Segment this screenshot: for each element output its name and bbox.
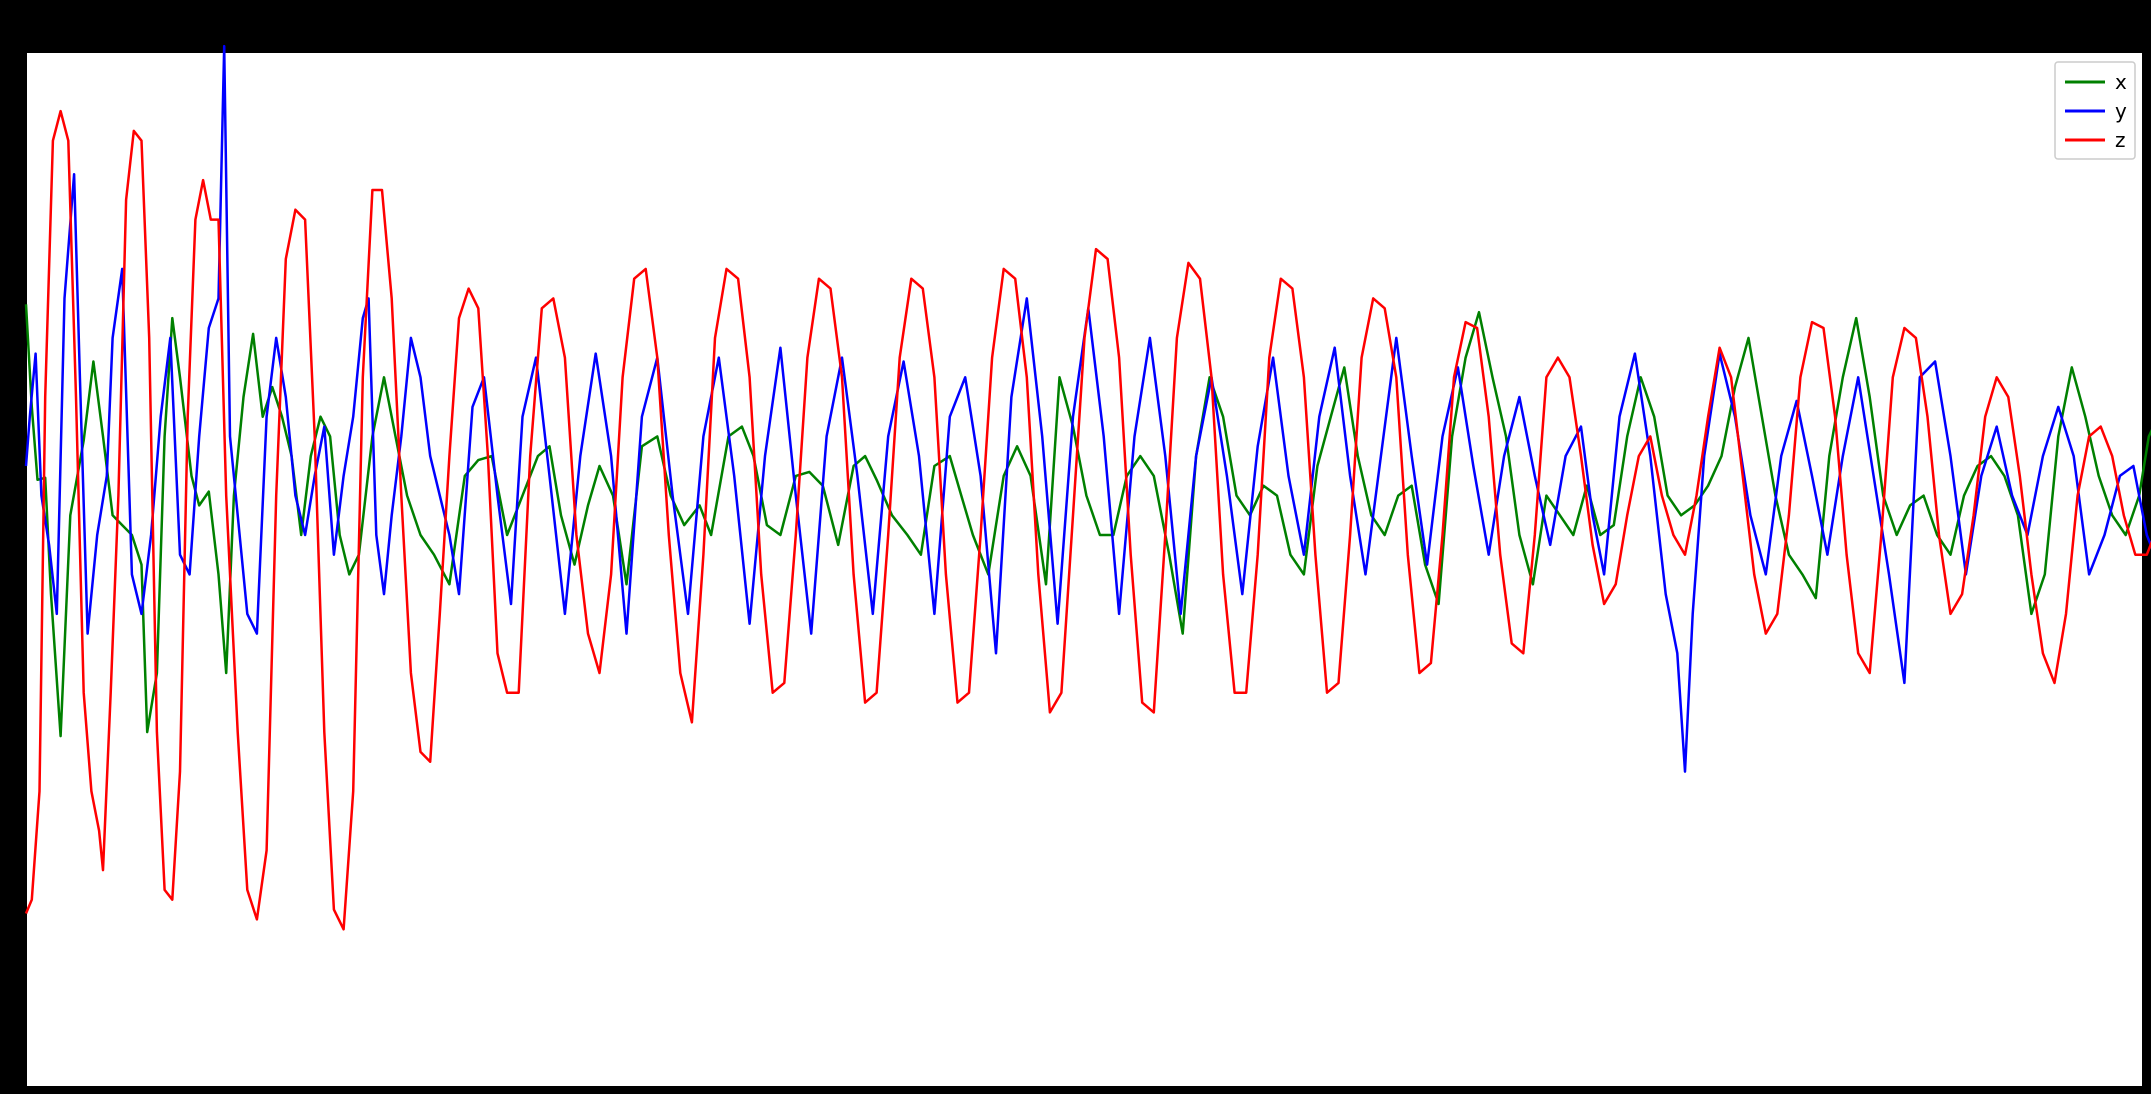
series-line-y [24,44,2151,773]
legend-label-z: z [2115,128,2126,152]
axis-ticks [20,100,1952,1093]
series-line-x [24,304,2151,738]
chart-title: Punch Gyroscope [981,18,1189,46]
series-lines [24,44,2151,931]
plot-area [25,51,2144,1088]
series-line-z [24,109,2151,931]
legend-label-y: y [2115,99,2127,123]
legend-label-x: x [2115,70,2127,94]
legend: xyz [2054,61,2136,160]
